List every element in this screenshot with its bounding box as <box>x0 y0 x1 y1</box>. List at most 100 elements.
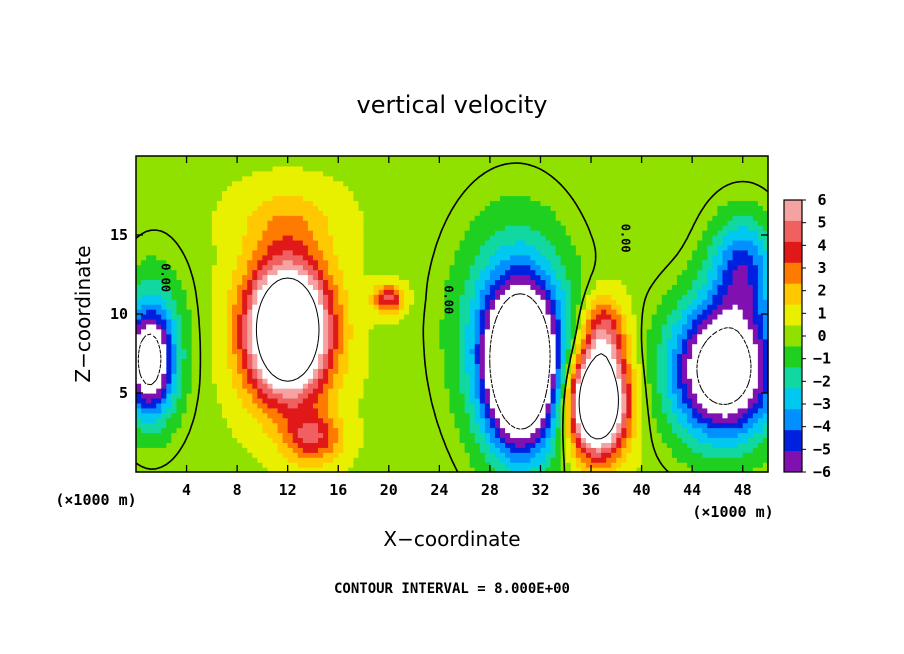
field-cell <box>171 348 178 355</box>
field-cell <box>252 368 258 374</box>
field-cell <box>494 328 501 335</box>
field-cell <box>312 437 319 443</box>
field-cell <box>318 269 324 276</box>
field-cell <box>358 259 365 266</box>
field-cell <box>439 165 446 172</box>
field-cell <box>328 190 334 197</box>
field-cell <box>454 220 461 226</box>
field-cell <box>146 348 152 355</box>
field-cell <box>196 289 203 295</box>
field-cell <box>161 195 167 202</box>
field-cell <box>525 383 531 389</box>
field-cell <box>459 195 466 202</box>
field-cell <box>227 274 233 281</box>
field-cell <box>206 195 213 202</box>
field-cell <box>191 170 198 177</box>
field-cell <box>196 284 203 290</box>
field-cell <box>141 269 147 276</box>
field-cell <box>424 437 430 443</box>
field-cell <box>302 467 309 473</box>
field-cell <box>520 368 526 374</box>
field-cell <box>247 363 253 369</box>
field-cell <box>176 200 183 206</box>
field-cell <box>328 249 334 256</box>
field-cell <box>383 205 390 211</box>
field-cell <box>515 383 521 389</box>
field-cell <box>237 348 243 355</box>
field-cell <box>176 457 183 463</box>
field-cell <box>237 294 243 300</box>
field-cell <box>383 427 390 434</box>
field-cell <box>323 230 329 236</box>
field-cell <box>343 175 349 182</box>
field-cell <box>515 220 521 226</box>
field-cell <box>489 343 496 350</box>
field-cell <box>186 279 193 285</box>
field-cell <box>312 397 319 404</box>
field-cell <box>398 417 405 424</box>
field-cell <box>146 309 152 315</box>
field-cell <box>307 289 314 295</box>
field-cell <box>292 452 299 458</box>
field-cell <box>378 294 385 300</box>
field-cell <box>136 289 142 295</box>
field-cell <box>494 407 501 414</box>
field-cell <box>388 156 395 162</box>
field-cell <box>176 239 183 246</box>
field-cell <box>302 200 309 206</box>
field-cell <box>262 353 269 360</box>
field-cell <box>459 383 466 389</box>
field-cell <box>368 338 375 345</box>
field-cell <box>232 160 238 167</box>
field-cell <box>333 318 339 325</box>
field-cell <box>469 318 476 325</box>
field-cell <box>424 244 430 251</box>
field-cell <box>454 230 461 236</box>
field-cell <box>287 200 294 206</box>
field-cell <box>439 368 446 374</box>
field-cell <box>191 368 198 374</box>
field-cell <box>419 254 425 261</box>
field-cell <box>469 368 476 374</box>
field-cell <box>227 244 233 251</box>
field-cell <box>328 165 334 172</box>
field-cell <box>242 358 248 364</box>
field-cell <box>262 249 269 256</box>
field-cell <box>141 417 147 424</box>
field-cell <box>267 353 274 360</box>
field-cell <box>141 358 147 364</box>
field-cell <box>166 442 172 448</box>
field-cell <box>262 417 269 424</box>
field-cell <box>373 447 380 453</box>
field-cell <box>181 210 188 216</box>
field-cell <box>262 462 269 468</box>
field-cell <box>287 175 294 182</box>
field-cell <box>403 328 410 335</box>
field-cell <box>242 343 248 350</box>
field-cell <box>398 156 405 162</box>
field-cell <box>216 244 223 251</box>
field-cell <box>297 235 304 241</box>
field-cell <box>277 215 284 221</box>
field-cell <box>368 368 375 374</box>
field-cell <box>156 437 162 443</box>
field-cell <box>525 333 531 340</box>
field-cell <box>393 195 400 202</box>
field-cell <box>439 284 446 290</box>
field-cell <box>242 294 248 300</box>
field-cell <box>353 388 360 394</box>
field-cell <box>272 274 279 281</box>
field-cell <box>302 383 309 389</box>
field-cell <box>338 239 344 246</box>
field-cell <box>211 210 218 216</box>
field-cell <box>297 452 304 458</box>
field-cell <box>176 318 183 325</box>
field-cell <box>318 462 324 468</box>
field-cell <box>302 328 309 335</box>
field-cell <box>272 373 279 379</box>
field-cell <box>297 230 304 236</box>
field-cell <box>414 348 420 355</box>
field-cell <box>403 239 410 246</box>
field-cell <box>368 284 375 290</box>
field-cell <box>151 442 157 448</box>
